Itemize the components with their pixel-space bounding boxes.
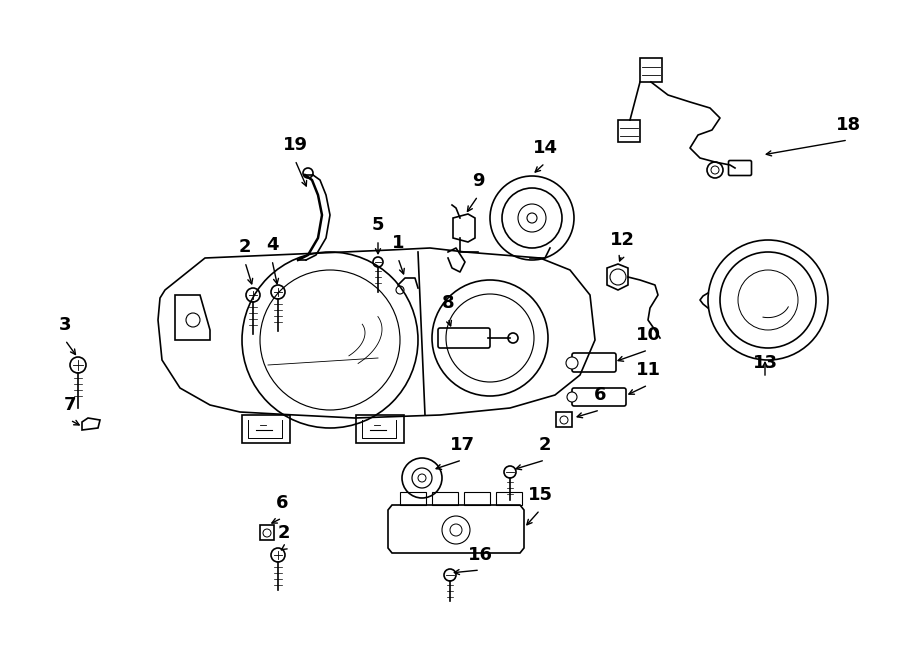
Text: 18: 18 [835, 116, 860, 134]
Text: 8: 8 [442, 294, 454, 312]
Text: 14: 14 [533, 139, 557, 157]
Text: 9: 9 [472, 172, 484, 190]
Text: 5: 5 [372, 216, 384, 234]
Text: 10: 10 [635, 326, 661, 344]
Text: 13: 13 [752, 354, 778, 372]
Circle shape [566, 357, 578, 369]
Text: 19: 19 [283, 136, 308, 154]
Text: 3: 3 [58, 316, 71, 334]
Circle shape [567, 392, 577, 402]
Text: 15: 15 [527, 486, 553, 504]
Text: 6: 6 [594, 386, 607, 404]
Text: 6: 6 [275, 494, 288, 512]
Text: 17: 17 [449, 436, 474, 454]
Text: 2: 2 [278, 524, 290, 542]
Text: 12: 12 [609, 231, 634, 249]
Text: 2: 2 [238, 238, 251, 256]
Text: 7: 7 [64, 396, 76, 414]
Text: 16: 16 [467, 546, 492, 564]
Text: 11: 11 [635, 361, 661, 379]
Text: 4: 4 [266, 236, 278, 254]
Text: 2: 2 [539, 436, 551, 454]
Text: 1: 1 [392, 234, 404, 252]
